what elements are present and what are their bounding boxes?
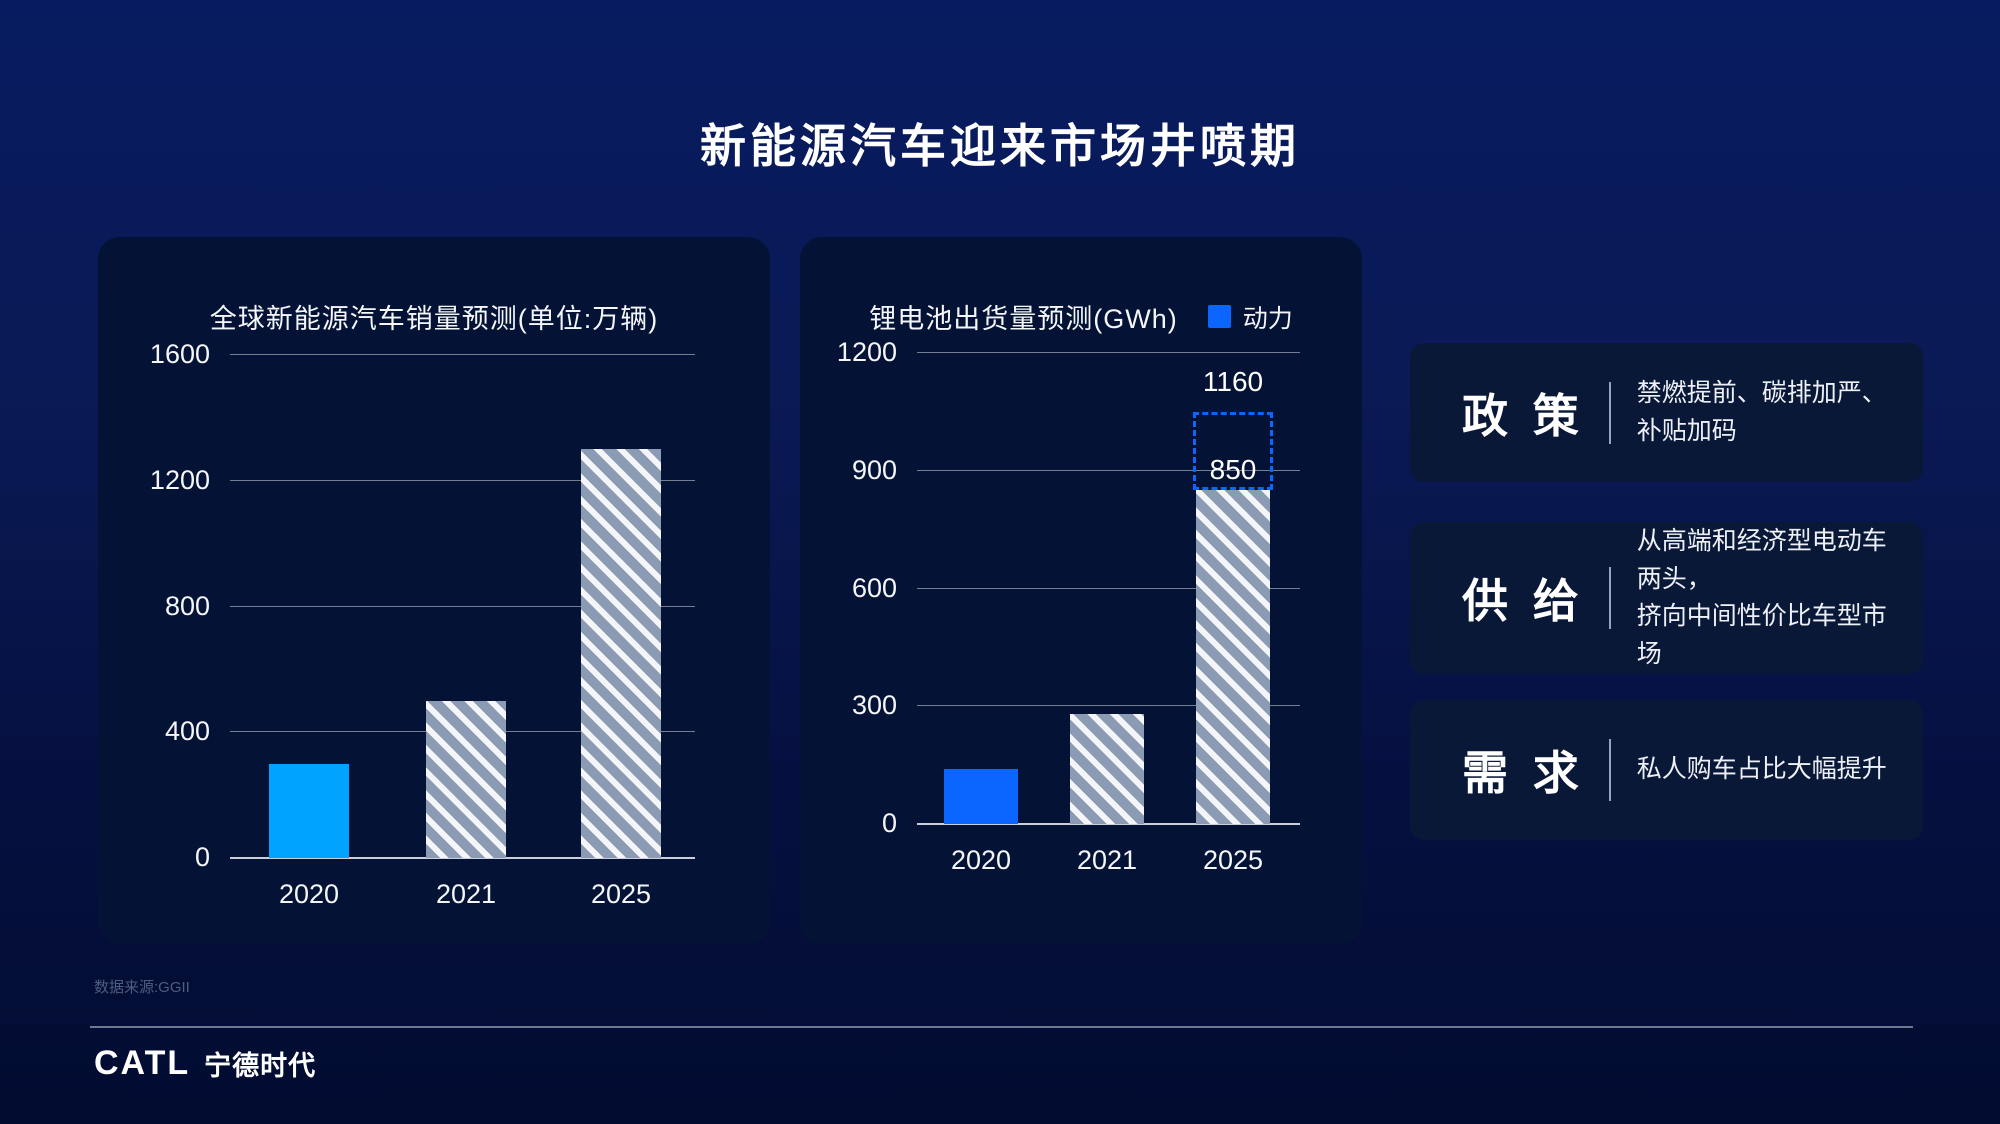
panel-heading-policy: 政 策 <box>1462 389 1585 442</box>
x-tick-label: 2020 <box>950 845 1012 875</box>
info-panel-demand: 需 求 私人购车占比大幅提升 <box>1410 700 1923 840</box>
x-axis-line <box>230 857 695 859</box>
company-logo: CATL 宁德时代 <box>94 1044 316 1083</box>
plot-area-battery: 0 300 600 900 1200 2020 2021 2025 850 1160 <box>837 337 1300 875</box>
logo-cjk: 宁德时代 <box>204 1051 317 1081</box>
chart-header: 锂电池出货量预测(GWh) 动力 <box>800 297 1362 336</box>
plot-area-ev-sales: 0 400 800 1200 1600 2020 2021 2025 <box>150 339 695 909</box>
grid-line <box>917 469 1300 471</box>
chart-card-battery-shipments: 锂电池出货量预测(GWh) 动力 0 300 600 900 1200 2020 2021 2… <box>800 237 1362 944</box>
y-tick-label: 0 <box>881 808 897 838</box>
chart-title-ev-sales: 全球新能源汽车销量预测(单位:万辆) <box>209 304 659 334</box>
y-tick-label: 1200 <box>836 337 897 367</box>
y-tick-label: 400 <box>164 716 210 747</box>
bar-2020 <box>944 769 1018 824</box>
panel-divider <box>1608 381 1611 444</box>
panel-desc-policy: 禁燃提前、碳排加严、补贴加码 <box>1636 379 1887 445</box>
x-axis-line <box>917 823 1300 825</box>
data-source-note: 数据来源:GGII <box>94 979 190 996</box>
bar-2025 <box>1196 490 1270 824</box>
panel-heading-supply: 供 给 <box>1462 575 1585 627</box>
x-tick-label: 2025 <box>590 879 652 909</box>
legend-label: 动力 <box>1242 304 1293 333</box>
grid-line <box>230 479 695 481</box>
y-tick-label: 1600 <box>149 339 210 369</box>
ghost-bar-outline <box>1193 411 1273 491</box>
footer-divider <box>90 1026 1913 1028</box>
y-tick-label: 900 <box>851 454 897 485</box>
page-title: 新能源汽车迎来市场井喷期 <box>700 120 1300 172</box>
bar-value-label: 850 <box>1209 454 1257 486</box>
x-tick-label: 2021 <box>435 879 497 909</box>
y-tick-label: 600 <box>851 572 897 603</box>
y-tick-label: 1200 <box>149 464 210 495</box>
grid-line <box>230 605 695 607</box>
panel-heading-demand: 需 求 <box>1462 747 1585 799</box>
x-tick-label: 2020 <box>278 879 340 909</box>
panel-divider <box>1608 567 1611 629</box>
panel-desc-supply: 从高端和经济型电动车两头， 挤向中间性价比车型市场 <box>1636 527 1887 668</box>
info-panel-supply: 供 给 从高端和经济型电动车两头， 挤向中间性价比车型市场 <box>1410 522 1923 674</box>
logo-latin: CATL <box>94 1044 191 1082</box>
grid-line <box>917 352 1300 353</box>
y-tick-label: 800 <box>164 590 210 621</box>
legend-swatch <box>1207 305 1231 328</box>
legend: 动力 <box>1207 299 1293 335</box>
ghost-value-label: 1160 <box>1202 365 1264 397</box>
bar-2021 <box>426 700 506 858</box>
chart-title-battery: 锂电池出货量预测(GWh) <box>869 304 1178 334</box>
bar-2020 <box>269 763 349 858</box>
grid-line <box>917 587 1300 589</box>
panel-desc-demand: 私人购车占比大幅提升 <box>1636 755 1887 784</box>
bar-2021 <box>1070 714 1144 824</box>
panel-divider <box>1608 739 1611 801</box>
x-tick-label: 2021 <box>1076 845 1138 875</box>
grid-line <box>230 354 695 355</box>
y-tick-label: 0 <box>194 842 210 872</box>
chart-card-ev-sales: 全球新能源汽车销量预测(单位:万辆) 0 400 800 1200 1600 2020 20… <box>98 237 770 944</box>
bar-2025 <box>581 449 661 858</box>
info-panel-policy: 政 策 禁燃提前、碳排加严、补贴加码 <box>1410 343 1923 482</box>
grid-line <box>917 705 1300 707</box>
x-tick-label: 2025 <box>1202 845 1264 875</box>
y-tick-label: 300 <box>851 690 897 721</box>
